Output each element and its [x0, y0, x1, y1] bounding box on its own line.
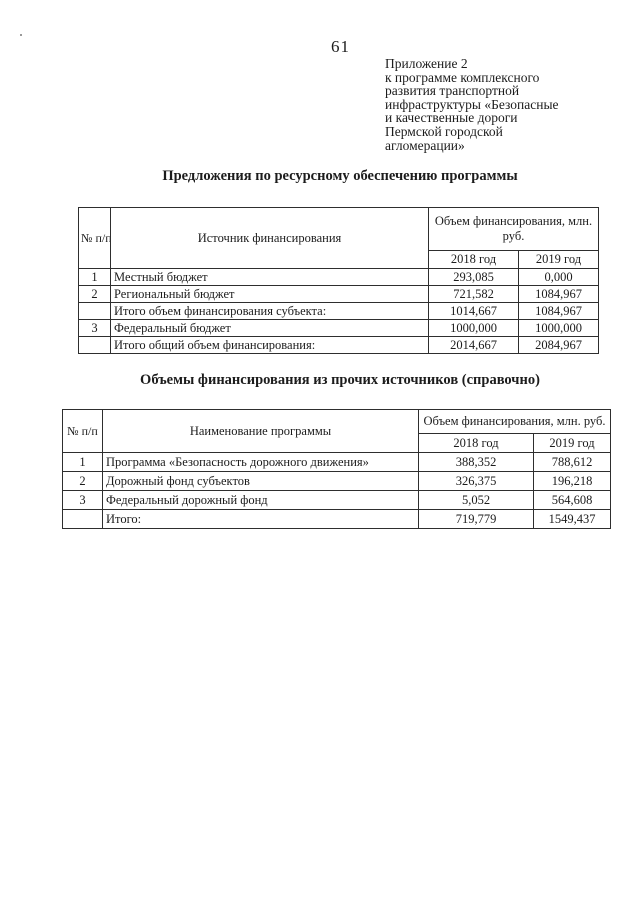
cell-2019: 2084,967 — [517, 336, 600, 354]
cell-source: Итого общий объем финансирования: — [110, 336, 429, 354]
cell-source: Итого объем финансирования субъекта: — [110, 302, 429, 320]
cell-program: Дорожный фонд субъектов — [102, 471, 419, 491]
cell-2018: 1014,667 — [428, 302, 519, 320]
table-row: 3 Федеральный бюджет 1000,000 1000,000 — [78, 319, 600, 337]
cell-num — [62, 509, 103, 529]
table-row: 3 Федеральный дорожный фонд 5,052 564,60… — [62, 490, 612, 510]
cell-2018: 719,779 — [418, 509, 534, 529]
cell-2019: 196,218 — [532, 471, 612, 491]
cell-num: 1 — [78, 268, 111, 286]
appendix-line: к программе комплексного — [385, 69, 540, 85]
cell-num — [78, 336, 111, 354]
cell-2019: 1084,967 — [517, 285, 600, 303]
cell-source: Местный бюджет — [110, 268, 429, 286]
table-header-row: № п/п Наименование программы Объем финан… — [62, 409, 612, 453]
cell-2019: 564,608 — [532, 490, 612, 510]
cell-source: Региональный бюджет — [110, 285, 429, 303]
cell-num: 3 — [62, 490, 103, 510]
header-cell-program: Наименование программы — [102, 409, 419, 453]
header-cell-2018: 2018 год — [418, 433, 534, 453]
cell-program: Федеральный дорожный фонд — [102, 490, 419, 510]
cell-2018: 5,052 — [418, 490, 534, 510]
cell-2018: 721,582 — [428, 285, 519, 303]
appendix-line: и качественные дороги — [385, 110, 518, 126]
appendix-line: Пермской городской — [385, 123, 503, 139]
header-cell-num: № п/п — [78, 207, 111, 269]
cell-2019: 0,000 — [517, 268, 600, 286]
cell-2018: 2014,667 — [428, 336, 519, 354]
header-cell-num: № п/п — [62, 409, 103, 453]
other-sources-table: № п/п Наименование программы Объем финан… — [62, 409, 612, 529]
cell-num — [78, 302, 111, 320]
table-row: 1 Программа «Безопасность дорожного движ… — [62, 452, 612, 472]
funding-sources-table: № п/п Источник финансирования Объем фина… — [78, 207, 600, 354]
cell-2018: 293,085 — [428, 268, 519, 286]
table-row-total: Итого общий объем финансирования: 2014,6… — [78, 336, 600, 354]
header-cell-amount: Объем финансирования, млн. руб. — [427, 207, 600, 251]
header-cell-2018: 2018 год — [428, 250, 519, 269]
header-cell-source: Источник финансирования — [110, 207, 429, 269]
cell-2019: 1000,000 — [517, 319, 600, 337]
cell-2018: 388,352 — [418, 452, 534, 472]
cell-num: 2 — [78, 285, 111, 303]
table-row: 1 Местный бюджет 293,085 0,000 — [78, 268, 600, 286]
appendix-line: Приложение 2 — [385, 56, 468, 71]
page-number: 61 — [331, 37, 350, 56]
cell-num: 2 — [62, 471, 103, 491]
scan-artifact-dot — [20, 34, 22, 36]
cell-source: Федеральный бюджет — [110, 319, 429, 337]
cell-num: 3 — [78, 319, 111, 337]
appendix-line: развития транспортной — [385, 83, 520, 99]
appendix-line: агломерации» — [385, 137, 465, 153]
header-cell-2019: 2019 год — [532, 433, 612, 453]
appendix-header: Приложение 2 к программе комплексного ра… — [385, 57, 600, 152]
cell-program: Итого: — [102, 509, 419, 529]
cell-num: 1 — [62, 452, 103, 472]
cell-2019: 1084,967 — [517, 302, 600, 320]
table-row: 2 Региональный бюджет 721,582 1084,967 — [78, 285, 600, 303]
table-header-row: № п/п Источник финансирования Объем фина… — [78, 207, 600, 269]
table-row: 2 Дорожный фонд субъектов 326,375 196,21… — [62, 471, 612, 491]
table-row-subtotal: Итого объем финансирования субъекта: 101… — [78, 302, 600, 320]
header-cell-amount: Объем финансирования, млн. руб. — [417, 409, 612, 434]
cell-2019: 1549,437 — [532, 509, 612, 529]
appendix-line: инфраструктуры «Безопасные — [385, 96, 559, 112]
cell-2019: 788,612 — [532, 452, 612, 472]
header-cell-2019: 2019 год — [517, 250, 600, 269]
table-row-total: Итого: 719,779 1549,437 — [62, 509, 612, 529]
cell-program: Программа «Безопасность дорожного движен… — [102, 452, 419, 472]
section2-title: Объемы финансирования из прочих источник… — [140, 372, 540, 388]
section1-title: Предложения по ресурсному обеспечению пр… — [162, 168, 518, 184]
cell-2018: 326,375 — [418, 471, 534, 491]
cell-2018: 1000,000 — [428, 319, 519, 337]
